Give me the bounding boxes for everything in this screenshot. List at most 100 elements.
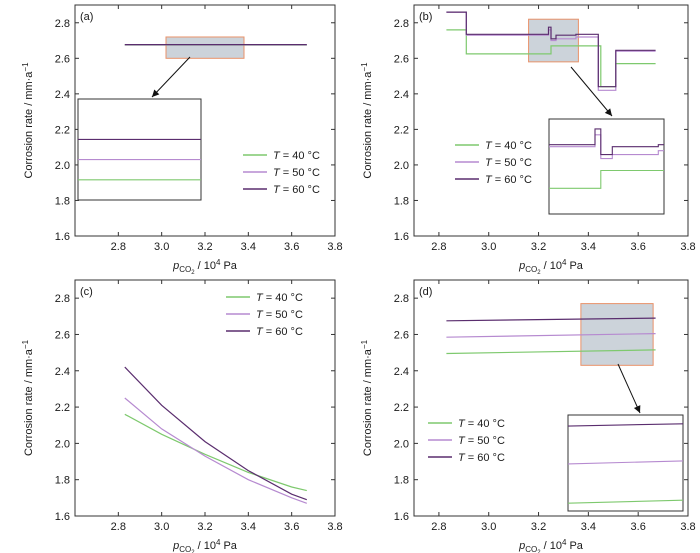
x-tick-label: 3.6: [284, 241, 299, 253]
x-tick-label: 3.2: [197, 241, 212, 253]
x-tick-label: 3.8: [327, 241, 342, 253]
inset-series-line-1: [549, 169, 664, 189]
x-tick-label: 3.6: [284, 521, 299, 533]
y-tick-label: 2.4: [55, 366, 70, 378]
y-tick-label: 1.8: [55, 195, 70, 207]
x-tick-label: 2.8: [431, 521, 446, 533]
panel-label: (b): [419, 11, 432, 23]
series-line-2: [446, 11, 656, 91]
chart-panel-3: 2.8 3.0 3.2 3.4 3.6 3.8 1.6 1.8 2.0 2.2 2.4 2.6 2.8 C…: [21, 279, 343, 553]
series-line-3: [446, 11, 656, 88]
y-tick-label: 2.2: [394, 124, 409, 136]
zoom-arrow-head: [604, 108, 612, 116]
y-tick-label: 2.8: [55, 293, 70, 305]
y-tick-label: 1.8: [55, 475, 70, 487]
inset-series-line-2: [568, 460, 683, 465]
y-tick-label: 2.8: [394, 18, 409, 30]
chart-panel-4: 2.8 3.0 3.2 3.4 3.6 3.8 1.6 1.8 2.0 2.2 2.4 2.6 2.8 C…: [360, 279, 696, 553]
y-tick-label: 2.4: [394, 366, 409, 378]
y-tick-label: 1.8: [394, 195, 409, 207]
series-line-3: [124, 366, 308, 501]
legend-label: T = 60 °C: [485, 174, 532, 186]
y-tick-label: 2.6: [55, 53, 70, 65]
x-tick-label: 3.8: [680, 521, 695, 533]
x-axis-label: pCO2 / 104 Pa: [172, 258, 238, 276]
x-tick-label: 3.4: [241, 521, 256, 533]
series-line-2: [124, 397, 308, 504]
y-tick-label: 1.6: [55, 231, 70, 243]
legend-label: T = 60 °C: [458, 452, 505, 464]
zoom-box: [165, 36, 245, 59]
x-tick-label: 3.4: [581, 521, 596, 533]
x-tick-label: 3.8: [680, 241, 695, 253]
legend-label: T = 40 °C: [458, 418, 505, 430]
series-line-2: [446, 333, 656, 338]
y-tick-label: 2.8: [55, 18, 70, 30]
inset-series-line-3: [568, 423, 683, 427]
inset-series-line-1: [568, 499, 683, 504]
x-tick-label: 3.8: [327, 521, 342, 533]
y-tick-label: 2.2: [55, 124, 70, 136]
legend-label: T = 60 °C: [273, 184, 320, 196]
y-tick-label: 1.8: [394, 475, 409, 487]
y-axis-label: Corrosion rate / mm·a−1: [360, 339, 374, 456]
y-tick-label: 2.0: [55, 160, 70, 172]
zoom-arrow: [570, 66, 613, 117]
x-axis-label: pCO2 / 104 Pa: [518, 258, 584, 276]
y-tick-label: 2.2: [55, 402, 70, 414]
legend-label: T = 40 °C: [485, 140, 532, 152]
y-tick-label: 2.0: [394, 160, 409, 172]
x-tick-label: 3.2: [531, 521, 546, 533]
inset-series-line-2: [549, 134, 664, 160]
legend-label: T = 40 °C: [256, 292, 303, 304]
x-tick-label: 3.2: [197, 521, 212, 533]
y-tick-label: 2.4: [55, 89, 70, 101]
x-tick-label: 2.8: [111, 241, 126, 253]
series-line-3: [446, 317, 656, 322]
panel-label: (a): [80, 11, 93, 23]
legend-label: T = 40 °C: [273, 150, 320, 162]
panel-label: (c): [80, 286, 93, 298]
legend-label: T = 50 °C: [458, 435, 505, 447]
y-axis-label: Corrosion rate / mm·a−1: [21, 339, 35, 456]
x-axis-label: pCO2 / 104 Pa: [518, 538, 584, 553]
x-tick-label: 3.4: [581, 241, 596, 253]
legend-label: T = 50 °C: [256, 309, 303, 321]
plot-frame: [413, 279, 689, 517]
y-tick-label: 2.0: [394, 438, 409, 450]
y-tick-label: 2.6: [55, 329, 70, 341]
x-tick-label: 3.0: [154, 521, 169, 533]
x-tick-label: 3.0: [481, 521, 496, 533]
y-tick-label: 1.6: [394, 231, 409, 243]
x-tick-label: 2.8: [431, 241, 446, 253]
legend-label: T = 50 °C: [273, 167, 320, 179]
y-tick-label: 2.6: [394, 329, 409, 341]
x-tick-label: 3.6: [631, 521, 646, 533]
y-axis-label: Corrosion rate / mm·a−1: [360, 62, 374, 179]
zoom-arrow-head: [152, 89, 160, 97]
panel-label: (d): [419, 286, 432, 298]
x-tick-label: 3.0: [481, 241, 496, 253]
x-tick-label: 2.8: [111, 521, 126, 533]
y-tick-label: 1.6: [55, 511, 70, 523]
x-tick-label: 3.4: [241, 241, 256, 253]
legend-label: T = 60 °C: [256, 326, 303, 338]
x-tick-label: 3.6: [631, 241, 646, 253]
series-line-1: [124, 413, 307, 492]
y-axis-label: Corrosion rate / mm·a−1: [21, 62, 35, 179]
zoom-arrow: [617, 363, 641, 414]
inset-series-line-3: [549, 128, 664, 156]
zoom-arrow-head: [633, 405, 641, 413]
inset-frame: [77, 98, 202, 201]
legend-label: T = 50 °C: [485, 157, 532, 169]
chart-panel-2: 2.8 3.0 3.2 3.4 3.6 3.8 1.6 1.8 2.0 2.2 2.4 2.6 2.8 C…: [360, 4, 696, 276]
y-tick-label: 2.6: [394, 53, 409, 65]
chart-panel-1: 2.8 3.0 3.2 3.4 3.6 3.8 1.6 1.8 2.0 2.2 2.4 2.6 2.8 C…: [21, 4, 343, 276]
y-tick-label: 2.0: [55, 438, 70, 450]
y-tick-label: 1.6: [394, 511, 409, 523]
x-axis-label: pCO2 / 104 Pa: [172, 538, 238, 553]
y-tick-label: 2.8: [394, 293, 409, 305]
zoom-arrow: [151, 56, 191, 98]
y-tick-label: 2.2: [394, 402, 409, 414]
